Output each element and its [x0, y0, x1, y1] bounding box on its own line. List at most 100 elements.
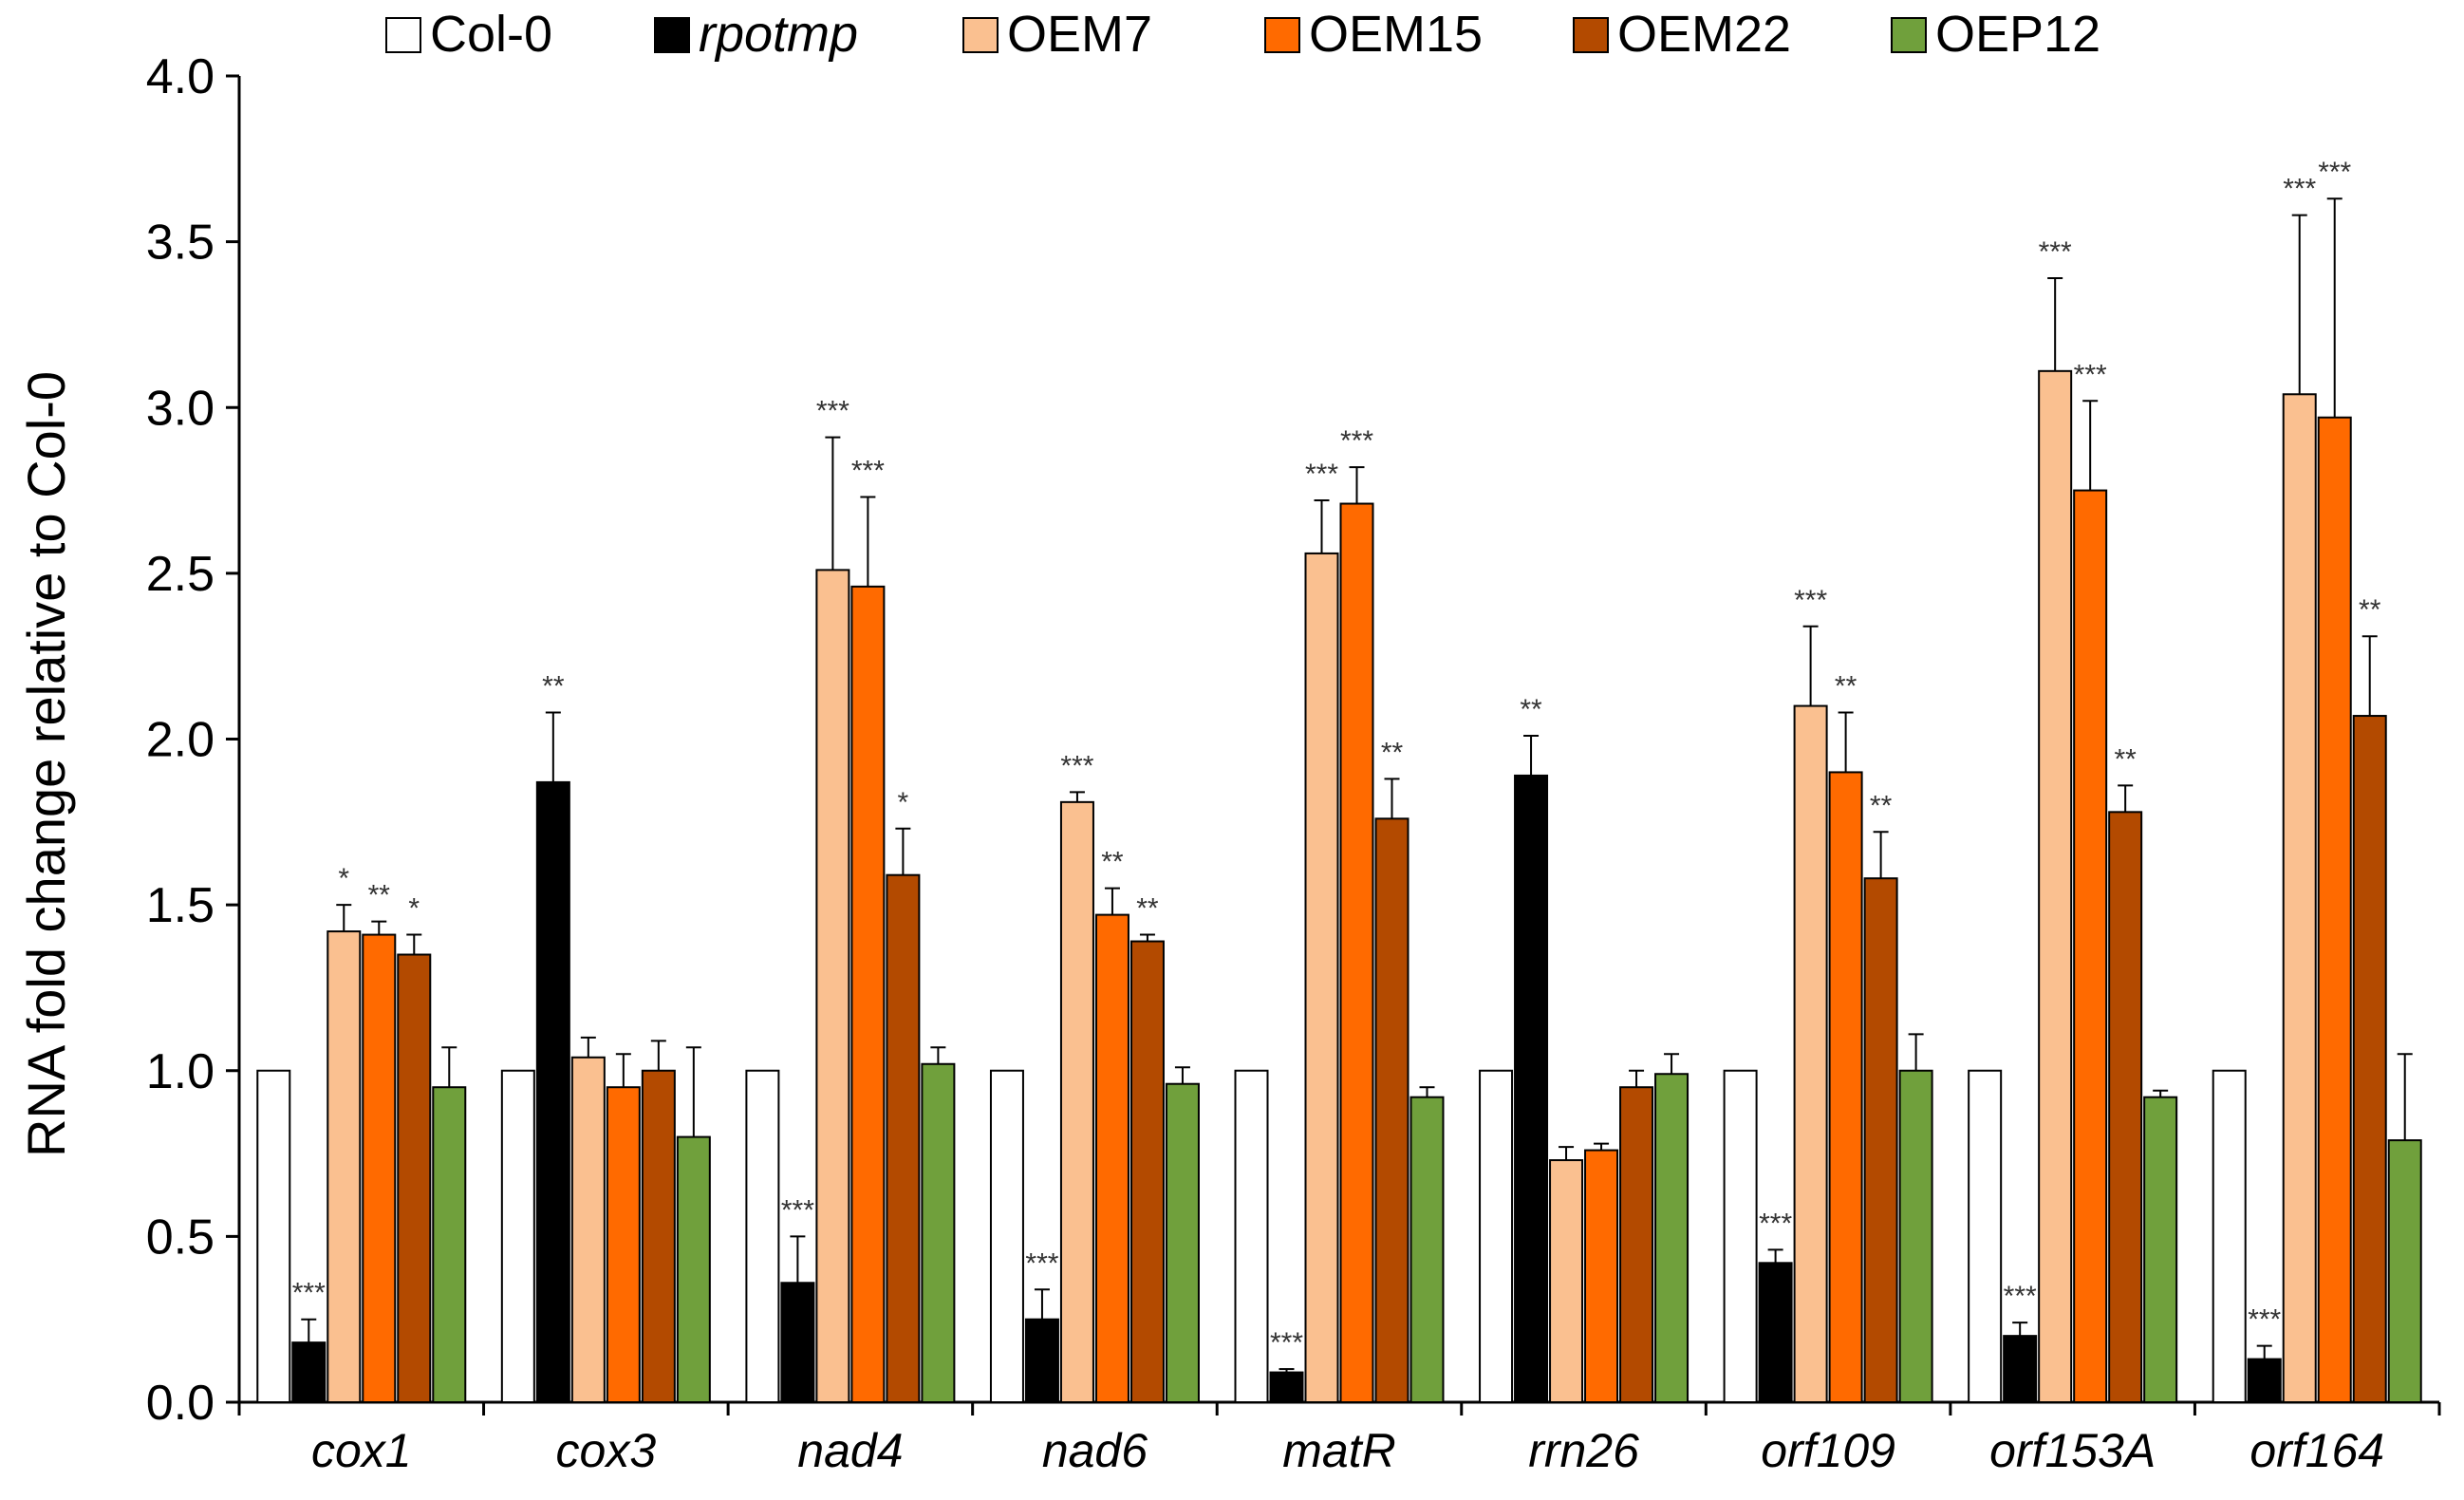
- x-category-label: cox3: [556, 1424, 657, 1477]
- y-tick-label: 2.0: [146, 713, 215, 768]
- significance-label: **: [1835, 671, 1857, 703]
- bar-OEM7-cox3: [570, 1056, 606, 1404]
- significance-label: *: [338, 863, 349, 894]
- y-tick-label: 3.5: [146, 216, 215, 271]
- significance-label: **: [1381, 737, 1404, 768]
- y-tick-label: 0.0: [146, 1376, 215, 1431]
- bar-Col-0-rrn26: [1479, 1069, 1514, 1403]
- bar-OEM22-rrn26: [1619, 1086, 1654, 1404]
- bars: [256, 197, 2422, 1404]
- significance-label: ***: [851, 456, 885, 487]
- labels: cox1****** *cox3**nad4**********nad6*****…: [292, 157, 2384, 1477]
- x-category-label: nad6: [1042, 1424, 1148, 1477]
- significance-label: **: [1136, 893, 1159, 925]
- bar-OEM22-orf109: [1863, 877, 1898, 1403]
- legend-label: Col-0: [430, 6, 552, 63]
- bar-OEP12-orf153A: [2143, 1096, 2178, 1403]
- bar-OEM22-nad6: [1129, 940, 1165, 1403]
- significance-label: ***: [292, 1278, 326, 1309]
- legend-swatch: [962, 17, 999, 53]
- significance-label: ***: [1340, 425, 1373, 457]
- bar-OEM15-orf109: [1828, 771, 1863, 1403]
- bar-Col-0-orf164: [2212, 1069, 2247, 1403]
- bar-OEM7-nad6: [1059, 800, 1094, 1403]
- bar-Col-0-cox1: [256, 1069, 291, 1403]
- bar-OEM7-cox1: [327, 930, 362, 1403]
- significance-label: ***: [1759, 1208, 1792, 1239]
- significance-label: ***: [2074, 359, 2107, 390]
- bar-rpotmp-orf109: [1758, 1262, 1793, 1403]
- bar-OEM7-orf153A: [2038, 369, 2073, 1403]
- x-category-label: orf164: [2249, 1424, 2384, 1477]
- bar-OEM22-cox3: [641, 1069, 676, 1403]
- x-category-label: cox1: [311, 1424, 412, 1477]
- bar-OEM22-orf164: [2352, 715, 2387, 1403]
- legend-label: OEP12: [1935, 6, 2100, 63]
- bar-OEM15-orf153A: [2073, 489, 2108, 1403]
- y-tick-label: 1.5: [146, 878, 215, 933]
- significance-label: ***: [2004, 1281, 2037, 1312]
- bar-OEM15-rrn26: [1584, 1149, 1619, 1403]
- bar-OEM7-matR: [1304, 552, 1339, 1403]
- significance-label: **: [1870, 790, 1893, 821]
- legend-swatch: [1891, 17, 1927, 53]
- x-category-label: matR: [1282, 1424, 1395, 1477]
- significance-label: ***: [1794, 585, 1827, 616]
- bar-OEP12-nad4: [921, 1062, 956, 1403]
- legend-swatch: [1264, 17, 1300, 53]
- significance-label: **: [2359, 594, 2381, 626]
- bar-rpotmp-cox3: [535, 780, 570, 1403]
- bar-rpotmp-matR: [1269, 1371, 1304, 1404]
- y-tick-label: 0.5: [146, 1209, 215, 1265]
- significance-label: ***: [2283, 174, 2316, 205]
- significance-label: **: [368, 880, 391, 911]
- bar-Col-0-orf109: [1723, 1069, 1758, 1403]
- bar-rpotmp-nad4: [780, 1282, 815, 1404]
- significance-label: **: [542, 671, 565, 703]
- significance-label: ***: [1270, 1327, 1303, 1359]
- bar-OEM15-matR: [1339, 502, 1374, 1403]
- y-tick-label: 1.0: [146, 1044, 215, 1099]
- x-category-label: orf109: [1761, 1424, 1895, 1477]
- bar-OEM7-nad4: [815, 569, 850, 1403]
- bar-OEP12-orf109: [1898, 1069, 1933, 1403]
- bar-rpotmp-nad6: [1024, 1318, 1059, 1403]
- significance-label: *: [898, 787, 909, 818]
- bar-OEP12-nad6: [1165, 1082, 1200, 1403]
- bar-Col-0-orf153A: [1968, 1069, 2003, 1403]
- bar-OEM7-orf109: [1793, 704, 1828, 1403]
- bar-OEP12-cox3: [676, 1135, 711, 1403]
- y-axis-title: RNA fold change relative to Col-0: [16, 371, 76, 1157]
- bar-OEM15-nad4: [850, 585, 886, 1403]
- significance-label: **: [1520, 694, 1542, 725]
- y-tick-label: 4.0: [146, 49, 215, 104]
- x-category-label: nad4: [797, 1424, 903, 1477]
- bar-OEM22-nad4: [886, 873, 921, 1403]
- significance-label: **: [1101, 847, 1124, 878]
- bar-OEM22-cox1: [397, 953, 432, 1403]
- significance-label: ***: [2248, 1304, 2281, 1336]
- legend-swatch: [385, 17, 421, 53]
- significance-label: ***: [1305, 459, 1338, 490]
- bar-rpotmp-rrn26: [1514, 774, 1549, 1403]
- bar-Col-0-cox3: [500, 1069, 535, 1403]
- bar-Col-0-matR: [1234, 1069, 1269, 1403]
- bar-OEP12-matR: [1409, 1096, 1445, 1403]
- legend-swatch: [1573, 17, 1609, 53]
- bar-Col-0-nad6: [989, 1069, 1024, 1403]
- bar-OEM15-nad6: [1094, 913, 1129, 1403]
- significance-label: **: [2114, 743, 2137, 775]
- bar-OEM7-rrn26: [1549, 1159, 1584, 1403]
- x-category-label: rrn26: [1528, 1424, 1639, 1477]
- legend-label: OEM7: [1007, 6, 1152, 63]
- x-category-label: orf153A: [1989, 1424, 2156, 1477]
- bar-OEM7-orf164: [2282, 393, 2317, 1403]
- bar-OEM15-orf164: [2317, 416, 2352, 1403]
- legend-label: OEM15: [1309, 6, 1483, 63]
- significance-label: ***: [1060, 750, 1093, 781]
- legend: Col-0 rpotmp OEM7 OEM15 OEM22 OEP12: [385, 6, 2100, 63]
- significance-label: ***: [1025, 1247, 1058, 1279]
- bar-OEM22-matR: [1374, 817, 1409, 1403]
- significance-label: ***: [2318, 157, 2351, 188]
- bar-Col-0-nad4: [745, 1069, 780, 1403]
